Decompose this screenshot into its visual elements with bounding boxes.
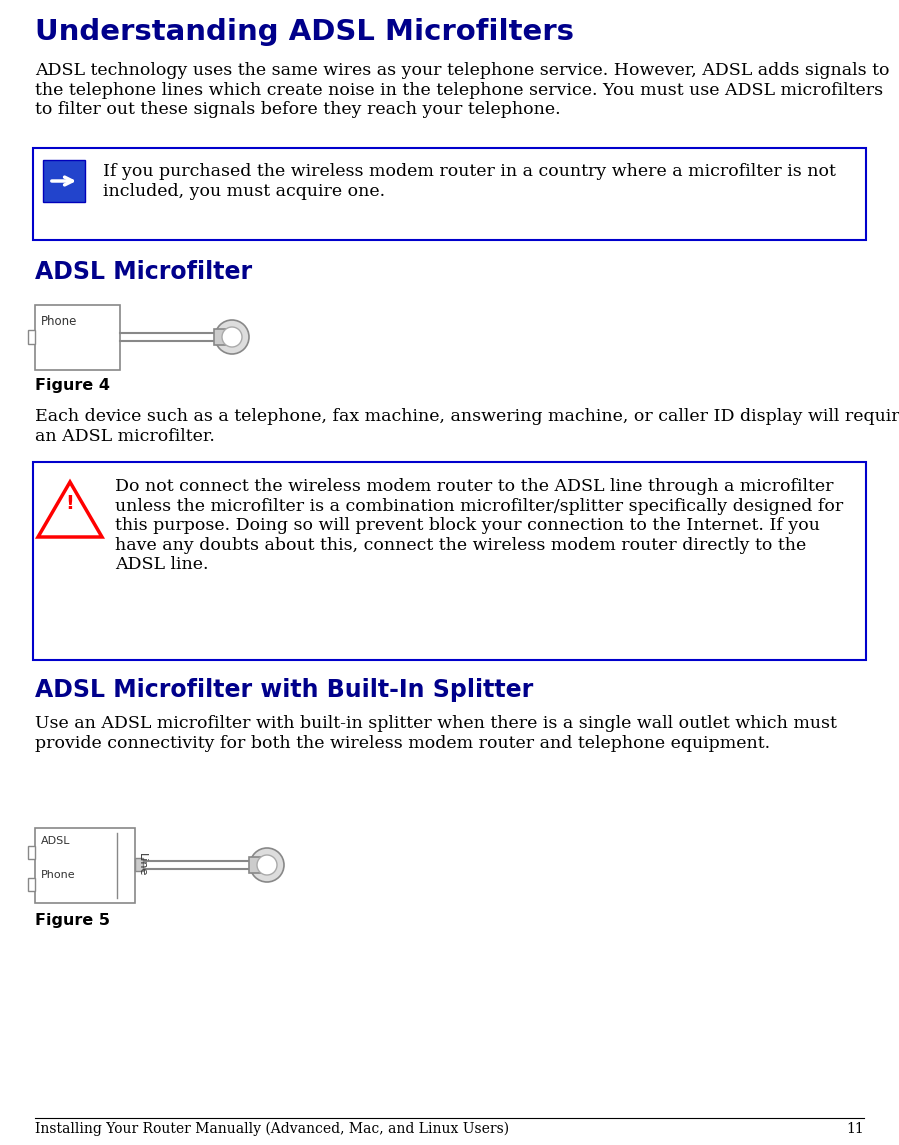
Text: !: !	[66, 493, 75, 513]
Circle shape	[250, 848, 284, 882]
Text: Understanding ADSL Microfilters: Understanding ADSL Microfilters	[35, 18, 574, 46]
FancyBboxPatch shape	[214, 329, 234, 345]
FancyBboxPatch shape	[35, 305, 120, 370]
FancyBboxPatch shape	[28, 878, 35, 891]
FancyBboxPatch shape	[43, 160, 85, 202]
Text: If you purchased the wireless modem router in a country where a microfilter is n: If you purchased the wireless modem rout…	[103, 163, 836, 199]
FancyBboxPatch shape	[28, 846, 35, 859]
Text: Figure 5: Figure 5	[35, 913, 110, 927]
Text: ADSL Microfilter with Built-In Splitter: ADSL Microfilter with Built-In Splitter	[35, 678, 533, 702]
Text: ADSL Microfilter: ADSL Microfilter	[35, 260, 252, 284]
Text: ADSL technology uses the same wires as your telephone service. However, ADSL add: ADSL technology uses the same wires as y…	[35, 62, 889, 118]
Text: Each device such as a telephone, fax machine, answering machine, or caller ID di: Each device such as a telephone, fax mac…	[35, 408, 899, 444]
FancyBboxPatch shape	[249, 856, 269, 872]
Text: 11: 11	[846, 1122, 864, 1136]
FancyBboxPatch shape	[33, 148, 866, 240]
Text: Figure 4: Figure 4	[35, 378, 110, 393]
Text: Phone: Phone	[41, 870, 76, 881]
FancyBboxPatch shape	[28, 330, 35, 344]
FancyBboxPatch shape	[33, 461, 866, 660]
FancyBboxPatch shape	[135, 858, 143, 871]
Text: Installing Your Router Manually (Advanced, Mac, and Linux Users): Installing Your Router Manually (Advance…	[35, 1122, 509, 1136]
Circle shape	[215, 319, 249, 354]
FancyBboxPatch shape	[35, 828, 135, 903]
Text: Use an ADSL microfilter with built-in splitter when there is a single wall outle: Use an ADSL microfilter with built-in sp…	[35, 714, 837, 751]
Text: Line: Line	[137, 853, 147, 877]
Circle shape	[257, 855, 277, 875]
Text: ADSL: ADSL	[41, 836, 70, 846]
Circle shape	[222, 327, 242, 347]
Text: Phone: Phone	[41, 315, 77, 327]
Text: Do not connect the wireless modem router to the ADSL line through a microfilter
: Do not connect the wireless modem router…	[115, 477, 843, 574]
